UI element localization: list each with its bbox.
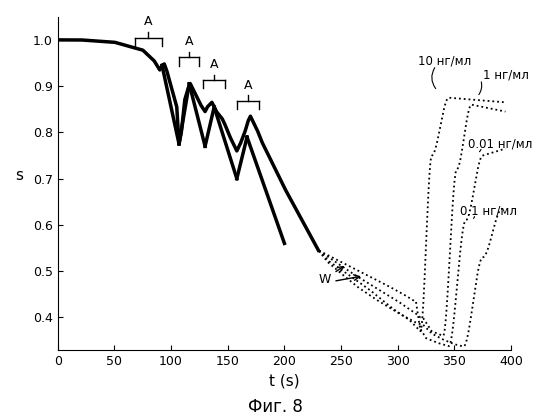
Text: 10 нг/мл: 10 нг/мл — [418, 54, 471, 67]
X-axis label: t (s): t (s) — [269, 373, 300, 388]
Text: 1 нг/мл: 1 нг/мл — [483, 68, 529, 81]
Text: A: A — [244, 79, 252, 92]
Y-axis label: s: s — [15, 168, 23, 183]
Text: W: W — [318, 267, 343, 286]
Text: Фиг. 8: Фиг. 8 — [248, 398, 302, 416]
Text: 0.1 нг/мл: 0.1 нг/мл — [460, 205, 517, 218]
Text: 0.01 нг/мл: 0.01 нг/мл — [468, 137, 532, 150]
Text: A: A — [210, 58, 218, 71]
Text: A: A — [144, 16, 153, 28]
Text: A: A — [185, 35, 194, 48]
